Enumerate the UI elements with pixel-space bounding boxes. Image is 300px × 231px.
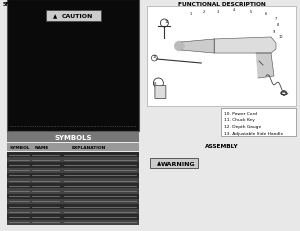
Text: 13: 13: [152, 82, 157, 86]
FancyBboxPatch shape: [7, 168, 140, 173]
Text: SYMBOL: SYMBOL: [10, 145, 31, 149]
FancyBboxPatch shape: [7, 204, 140, 209]
Text: 3: 3: [217, 10, 219, 14]
Text: 13. Adjustable Side Handle: 13. Adjustable Side Handle: [224, 131, 284, 135]
FancyBboxPatch shape: [7, 214, 140, 220]
FancyBboxPatch shape: [147, 7, 296, 106]
Text: 10. Power Cord: 10. Power Cord: [224, 112, 257, 116]
Text: ▲: ▲: [157, 161, 161, 166]
Polygon shape: [256, 54, 274, 79]
Text: 1: 1: [189, 12, 191, 16]
Circle shape: [174, 42, 184, 52]
Text: 8: 8: [277, 23, 279, 27]
Text: 4: 4: [233, 8, 235, 12]
Text: ▲: ▲: [53, 14, 57, 19]
FancyBboxPatch shape: [7, 173, 140, 178]
Text: 12: 12: [152, 55, 157, 59]
FancyBboxPatch shape: [7, 194, 140, 199]
FancyBboxPatch shape: [150, 158, 198, 168]
FancyBboxPatch shape: [7, 163, 140, 168]
Text: 12. Depth Gauge: 12. Depth Gauge: [224, 125, 261, 128]
Text: 6: 6: [265, 12, 267, 16]
Text: FUNCTIONAL DESCRIPTION: FUNCTIONAL DESCRIPTION: [178, 2, 266, 7]
FancyBboxPatch shape: [7, 158, 140, 163]
Text: ASSEMBLY: ASSEMBLY: [206, 143, 239, 148]
Text: CAUTION: CAUTION: [61, 14, 93, 19]
Text: 9: 9: [273, 30, 275, 34]
FancyBboxPatch shape: [7, 220, 140, 225]
FancyBboxPatch shape: [7, 152, 140, 158]
FancyBboxPatch shape: [7, 132, 140, 142]
FancyBboxPatch shape: [7, 199, 140, 204]
Text: EXPLANATION: EXPLANATION: [72, 145, 106, 149]
Text: 11: 11: [164, 20, 169, 24]
Text: 7: 7: [275, 17, 277, 21]
Text: SYMBOLS: SYMBOLS: [55, 134, 92, 140]
FancyBboxPatch shape: [7, 0, 140, 131]
Text: 10: 10: [279, 35, 283, 39]
Text: 5: 5: [250, 10, 252, 14]
FancyBboxPatch shape: [221, 109, 296, 137]
FancyBboxPatch shape: [7, 209, 140, 214]
Polygon shape: [214, 38, 276, 54]
Text: WARNING: WARNING: [161, 161, 196, 166]
Text: 11. Chuck Key: 11. Chuck Key: [224, 118, 255, 122]
FancyBboxPatch shape: [7, 188, 140, 194]
FancyBboxPatch shape: [46, 11, 100, 22]
FancyBboxPatch shape: [155, 86, 166, 99]
FancyBboxPatch shape: [7, 143, 140, 151]
Text: 2: 2: [203, 10, 206, 14]
Text: NAME: NAME: [35, 145, 49, 149]
FancyBboxPatch shape: [7, 178, 140, 183]
FancyBboxPatch shape: [7, 183, 140, 188]
Polygon shape: [181, 40, 214, 54]
Text: 5F: 5F: [3, 2, 10, 7]
